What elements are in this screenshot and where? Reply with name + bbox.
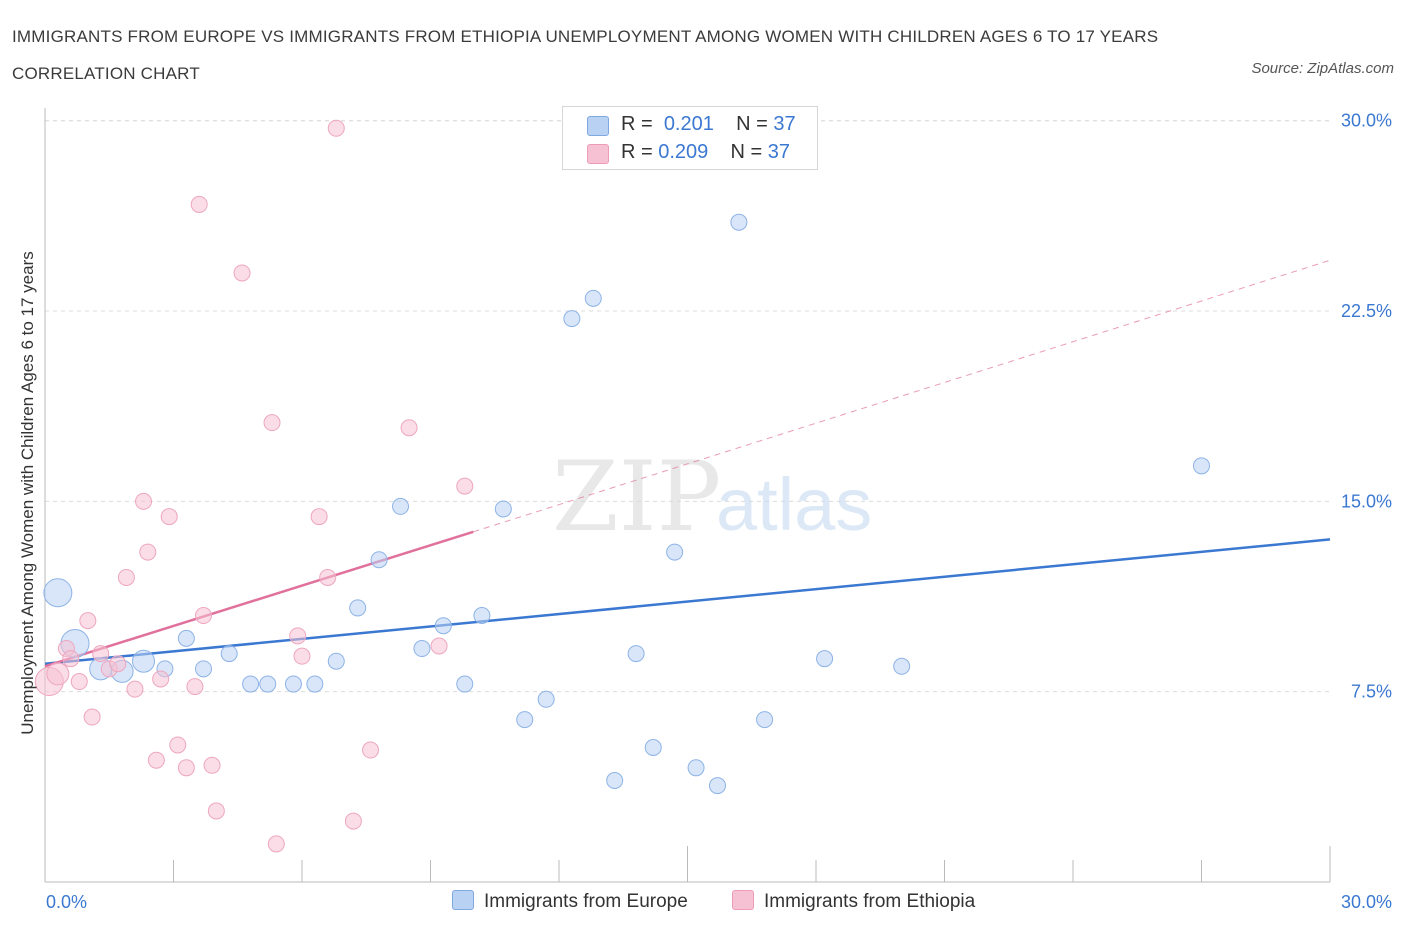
point-ethiopia [203,756,221,774]
bottom-legend-ethiopia: Immigrants from Ethiopia [732,890,975,913]
point-ethiopia [293,647,311,665]
point-europe [756,711,774,729]
point-ethiopia [92,645,110,663]
point-europe [132,649,156,673]
point-ethiopia [62,650,80,668]
point-ethiopia [190,195,208,213]
point-ethiopia [135,492,153,510]
point-europe [584,289,602,307]
point-ethiopia [456,477,474,495]
legend-swatch-europe [587,116,609,136]
bottom-legend-europe-label: Immigrants from Europe [484,891,688,912]
y-tick-label: 22.5% [1341,301,1392,321]
point-ethiopia [267,835,285,853]
point-europe [627,645,645,663]
stats-legend: R = 0.201 N = 37 R = 0.209 N = 37 [562,106,818,170]
tick-labels: 7.5% 15.0% 22.5% 30.0% 0.0% 30.0% [46,111,1392,912]
bottom-swatch-ethiopia [732,890,754,910]
data-points [34,119,1210,853]
point-europe [177,629,195,647]
point-europe [220,645,238,663]
chart-title: IMMIGRANTS FROM EUROPE VS IMMIGRANTS FRO… [12,27,1159,83]
point-ethiopia [186,678,204,696]
x-tick-label: 30.0% [1341,892,1392,912]
axes [44,108,1331,883]
point-europe [606,771,624,789]
point-ethiopia [83,708,101,726]
legend-swatch-ethiopia [587,144,609,164]
y-tick-label: 7.5% [1351,682,1392,702]
trend-line-ethiopia [44,530,474,668]
point-ethiopia [70,673,88,691]
x-tick-label: 0.0% [46,892,87,912]
point-ethiopia [400,419,418,437]
point-ethiopia [289,627,307,645]
point-europe [516,711,534,729]
point-europe [413,640,431,658]
source-label: Source: ZipAtlas.com [1251,60,1394,77]
y-axis-label: Unemployment Among Women with Children A… [18,251,37,735]
point-ethiopia [310,508,328,526]
y-tick-label: 30.0% [1341,111,1392,131]
point-europe [687,759,705,777]
point-europe [259,675,277,693]
point-ethiopia [117,568,135,586]
watermark: ZIP atlas [552,441,872,553]
point-ethiopia [169,736,187,754]
point-europe [893,657,911,675]
point-europe [537,690,555,708]
point-europe [306,675,324,693]
point-europe [456,675,474,693]
watermark-zip: ZIP [552,441,721,553]
point-europe [242,675,260,693]
point-ethiopia [319,568,337,586]
point-ethiopia [147,751,165,769]
point-ethiopia [139,543,157,561]
point-ethiopia [362,741,380,759]
point-europe [434,617,452,635]
point-europe [816,650,834,668]
trend-line-europe [44,538,1331,666]
point-europe [666,543,684,561]
watermark-atlas: atlas [716,463,872,546]
trend-lines [44,259,1331,668]
point-ethiopia [344,812,362,830]
point-europe [43,578,73,608]
point-europe [644,739,662,757]
point-europe [494,500,512,518]
trend-line-ethiopia-extension [473,259,1331,533]
point-europe [327,652,345,670]
point-europe [473,607,491,625]
point-europe [392,497,410,515]
point-ethiopia [233,264,251,282]
point-ethiopia [79,612,97,630]
bottom-swatch-europe [452,890,474,910]
point-europe [1193,457,1210,475]
point-ethiopia [430,637,448,655]
bottom-legend-ethiopia-label: Immigrants from Ethiopia [764,891,976,912]
bottom-legend-europe: Immigrants from Europe [452,890,688,913]
legend-text-ethiopia: R = 0.209 N = 37 [621,141,791,163]
point-ethiopia [46,662,70,686]
point-ethiopia [263,414,281,432]
point-europe [284,675,302,693]
point-ethiopia [109,655,127,673]
y-tick-label: 15.0% [1341,491,1392,511]
point-europe [730,213,748,231]
point-europe [563,310,581,328]
point-ethiopia [126,680,144,698]
legend-text-europe: R = 0.201 N = 37 [621,113,796,135]
point-europe [370,551,388,569]
point-europe [194,660,212,678]
point-ethiopia [327,119,345,137]
point-ethiopia [207,802,225,820]
point-europe [349,599,367,617]
point-europe [708,777,726,795]
point-ethiopia [160,508,178,526]
point-ethiopia [177,759,195,777]
point-ethiopia [194,607,212,625]
point-ethiopia [152,670,170,688]
